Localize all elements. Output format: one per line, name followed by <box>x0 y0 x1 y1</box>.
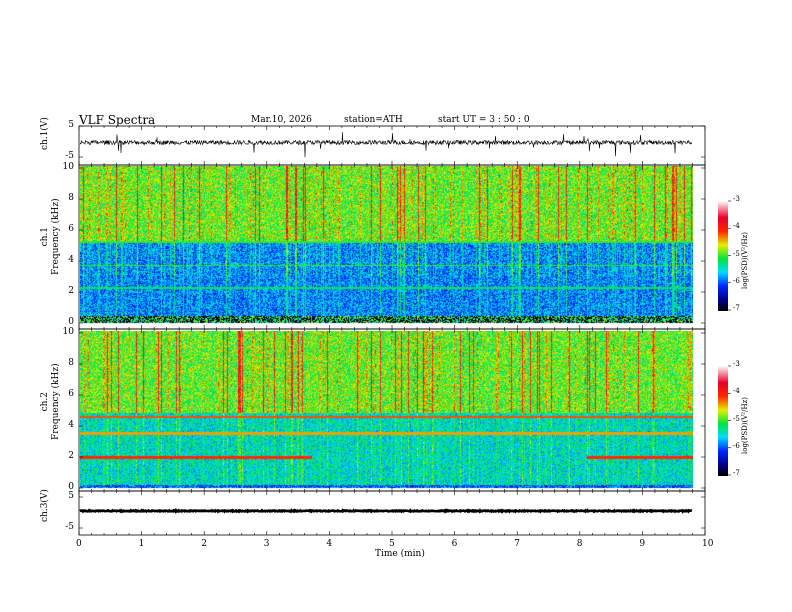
y-tick-label: 10 <box>62 327 74 337</box>
y-tick-label: 4 <box>68 420 74 430</box>
panel-frame <box>78 125 706 166</box>
panel-frame <box>78 328 706 492</box>
ch1-colorbar-label: log(PSD)(V²/Hz) <box>741 232 749 289</box>
colorbar-tick-label: -6 <box>733 441 740 450</box>
ch3-waveform-ylabel: ch.3(V) <box>40 489 50 522</box>
x-tick-label: 3 <box>263 539 270 549</box>
station-label: station=ATH <box>344 115 403 125</box>
figure-title: VLF Spectra <box>79 113 156 127</box>
ch1-colorbar <box>718 201 728 311</box>
colorbar-tick-label: -4 <box>733 387 740 396</box>
y-tick-label: 0 <box>68 482 74 492</box>
y-tick-label: 5 <box>68 120 74 130</box>
panel-frame <box>78 164 706 330</box>
y-tick-label: 5 <box>68 491 74 501</box>
y-tick-label: 2 <box>68 286 74 296</box>
colorbar-tick-label: -3 <box>733 360 740 368</box>
ch2-colorbar-label: log(PSD)(V²/Hz) <box>741 397 749 454</box>
y-tick-label: 6 <box>68 224 74 234</box>
x-axis-label: Time (min) <box>375 549 425 559</box>
ch2-colorbar <box>718 366 728 476</box>
ch3-waveform-trace <box>79 508 693 514</box>
colorbar-tick-label: -4 <box>733 222 740 231</box>
x-tick-label: 1 <box>138 539 145 549</box>
ch1-waveform-trace <box>79 132 693 158</box>
colorbar-tick-label: -7 <box>733 304 740 312</box>
y-tick-label: 6 <box>68 389 74 399</box>
x-tick-label: 8 <box>576 539 583 549</box>
x-tick-label: 10 <box>702 539 714 549</box>
y-tick-label: 0 <box>68 317 74 327</box>
y-tick-label: 4 <box>68 255 74 265</box>
colorbar-tick-label: -6 <box>733 276 740 285</box>
colorbar-tick-label: -5 <box>733 414 740 423</box>
x-tick-label: 0 <box>76 539 82 549</box>
x-tick-label: 2 <box>201 539 207 549</box>
ch1-spectrogram <box>80 166 693 326</box>
x-tick-label: 5 <box>389 539 395 549</box>
y-tick-label: -5 <box>65 151 74 161</box>
y-tick-label: 8 <box>68 358 74 368</box>
date-label: Mar.10, 2026 <box>251 115 312 125</box>
y-tick-label: 2 <box>68 451 74 461</box>
colorbar-tick-label: -7 <box>733 469 740 477</box>
ch2-spectrogram <box>80 331 693 491</box>
x-tick-label: 9 <box>639 539 646 549</box>
start-time-label: start UT = 3 : 50 : 0 <box>438 115 530 125</box>
y-tick-label: 10 <box>62 162 74 172</box>
panel-frame <box>78 490 706 536</box>
colorbar-tick-label: -5 <box>733 249 740 258</box>
x-tick-label: 6 <box>451 539 458 549</box>
ch1-spectrogram-ylabel: ch.1 Frequency (kHz) <box>40 198 61 275</box>
ch1-waveform-ylabel: ch.1(V) <box>40 117 50 150</box>
y-tick-label: 8 <box>68 193 74 203</box>
ch2-spectrogram-ylabel: ch.2 Frequency (kHz) <box>40 363 61 440</box>
y-tick-label: -5 <box>65 522 74 532</box>
x-tick-label: 7 <box>514 539 520 549</box>
x-tick-label: 4 <box>326 539 333 549</box>
colorbar-tick-label: -3 <box>733 195 740 203</box>
